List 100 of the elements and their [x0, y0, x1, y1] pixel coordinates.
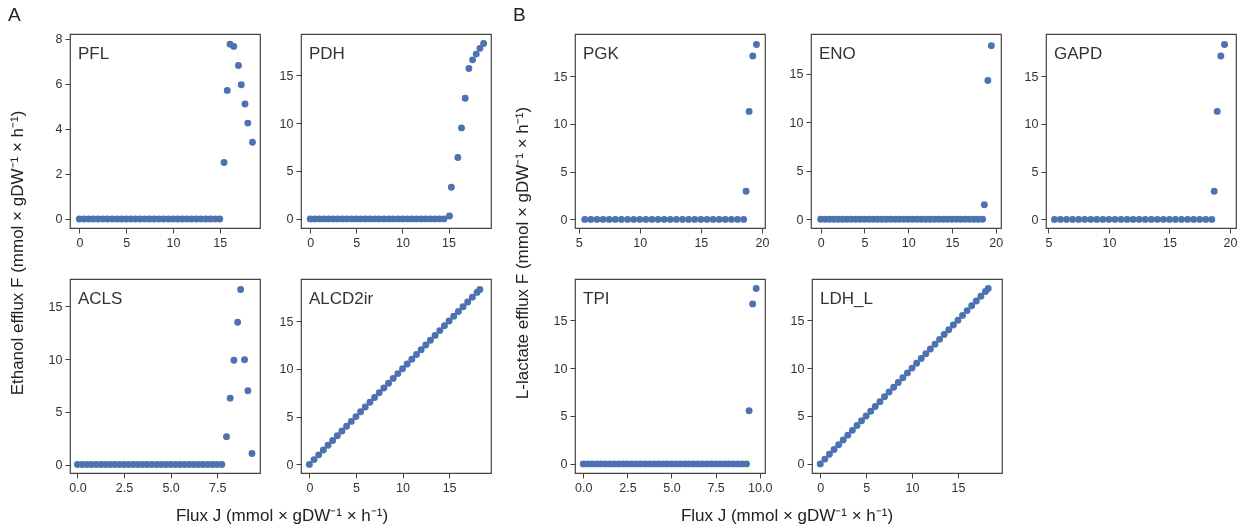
point [1196, 215, 1204, 223]
point [375, 389, 383, 397]
y-tick-label: 0 [560, 457, 568, 472]
point [876, 398, 884, 406]
x-tick-label: 0.0 [575, 480, 593, 495]
y-tick-label: 10 [553, 361, 568, 376]
point [697, 215, 705, 223]
point [745, 107, 753, 115]
point [853, 422, 861, 430]
point [867, 407, 875, 415]
y-tick-label: 0 [286, 212, 294, 227]
point [413, 351, 420, 358]
x-tick-label: 5.0 [162, 480, 180, 495]
point [459, 303, 467, 311]
point [1105, 215, 1113, 223]
point [1087, 215, 1095, 223]
point [691, 215, 699, 223]
point [1184, 215, 1192, 223]
y-tick-label: 5 [55, 405, 63, 420]
point [417, 346, 425, 354]
point [1172, 215, 1179, 223]
point [237, 286, 245, 293]
point [977, 292, 985, 300]
point [685, 215, 693, 223]
y-tick-label: 15 [1024, 69, 1039, 84]
y-tick-label: 0 [55, 212, 63, 227]
x-tick-label: 0 [306, 480, 314, 495]
y-tick-label: 15 [279, 314, 294, 329]
point [1141, 215, 1149, 223]
point [469, 56, 477, 64]
x-tick-label: 10 [905, 480, 920, 495]
point [385, 379, 393, 387]
point [446, 212, 453, 220]
text: PDH [309, 44, 345, 63]
y-tick-label: 10 [1024, 117, 1039, 132]
y-tick-label: 8 [55, 32, 63, 47]
point [894, 379, 902, 386]
point [749, 300, 757, 308]
point [237, 81, 245, 89]
y-tick-label: 15 [553, 313, 568, 328]
point [329, 437, 337, 444]
point [447, 183, 455, 191]
point [913, 359, 921, 367]
point [408, 355, 416, 363]
point [922, 350, 930, 358]
y-tick-label: 0 [1031, 212, 1039, 227]
point [249, 138, 256, 146]
x-tick-label: 0 [817, 480, 825, 495]
y-tick-label: 5 [560, 409, 568, 424]
point [830, 446, 838, 453]
x-tick-label: 5 [863, 480, 871, 495]
point [226, 394, 234, 402]
point [476, 44, 484, 52]
point [1051, 215, 1058, 223]
y-tick-label: 15 [279, 68, 294, 83]
y-tick-label: 0 [560, 212, 568, 227]
point [1069, 215, 1077, 223]
x-tick-label: 5 [123, 235, 131, 250]
text: ENO [819, 44, 856, 63]
y-tick-label: 10 [789, 115, 804, 130]
text: LDH_L [820, 289, 873, 308]
point [734, 215, 741, 223]
point [908, 364, 916, 372]
point [248, 450, 256, 457]
point [468, 293, 476, 301]
x-tick-label: 10 [166, 235, 181, 250]
point [319, 446, 327, 454]
point [230, 42, 238, 50]
point [399, 365, 406, 373]
point [666, 215, 674, 223]
point [1147, 215, 1155, 223]
y-tick-label: 5 [560, 165, 568, 180]
y-tick-label: 0 [286, 457, 294, 472]
text: B [513, 4, 526, 26]
point [871, 402, 879, 410]
point [709, 215, 717, 223]
point [917, 355, 925, 362]
point [672, 215, 680, 223]
x-tick-label: 15 [213, 235, 228, 250]
point [936, 335, 944, 343]
x-tick-label: 15 [945, 235, 960, 250]
x-tick-label: 15 [951, 480, 966, 495]
x-tick-label: 20 [755, 235, 770, 250]
point [617, 215, 625, 223]
point [403, 360, 411, 368]
point [593, 215, 601, 223]
point [422, 341, 430, 349]
point [1208, 215, 1216, 223]
point [223, 86, 231, 94]
point [1213, 107, 1221, 115]
x-tick-label: 0 [76, 235, 84, 250]
text: PGK [583, 44, 620, 63]
point [1210, 187, 1218, 195]
point [848, 426, 856, 434]
point [742, 187, 750, 195]
point [715, 215, 723, 223]
point [389, 374, 397, 382]
point [352, 413, 360, 421]
x-tick-label: 0 [307, 235, 315, 250]
point [450, 312, 458, 320]
